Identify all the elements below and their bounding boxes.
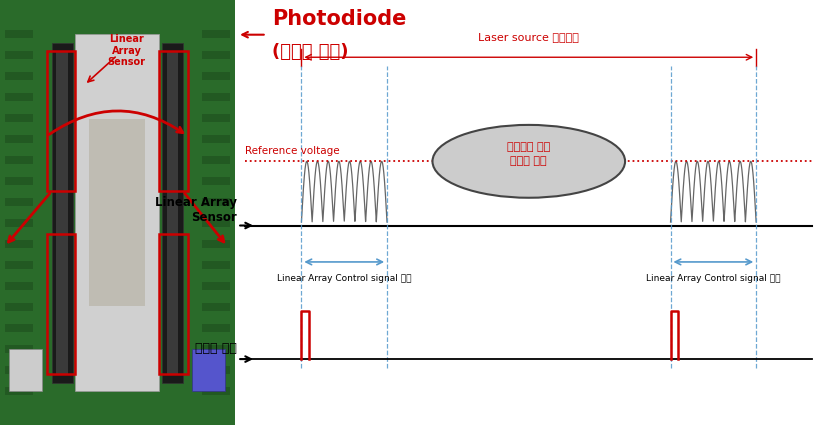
Bar xyxy=(202,198,230,206)
Bar xyxy=(5,366,33,374)
Text: Reference voltage: Reference voltage xyxy=(245,146,340,156)
Ellipse shape xyxy=(433,125,625,198)
Bar xyxy=(202,282,230,290)
Text: (동기화 신호): (동기화 신호) xyxy=(272,43,348,61)
Bar xyxy=(202,177,230,185)
Bar xyxy=(5,51,33,59)
Text: Linear Array
Sensor: Linear Array Sensor xyxy=(156,196,237,224)
Text: Linear Array Control signal 발생: Linear Array Control signal 발생 xyxy=(646,274,780,283)
Bar xyxy=(47,51,75,191)
Text: Linear Array Control signal 발생: Linear Array Control signal 발생 xyxy=(277,274,412,283)
Bar xyxy=(5,387,33,395)
Bar xyxy=(89,119,146,306)
Bar xyxy=(5,114,33,122)
Bar xyxy=(202,324,230,332)
Bar xyxy=(52,42,72,382)
Bar xyxy=(5,261,33,269)
Text: 동기화 신호: 동기화 신호 xyxy=(195,342,237,355)
Bar xyxy=(202,345,230,353)
Bar xyxy=(202,261,230,269)
Text: 노출하지 않음
노이즈 없음: 노출하지 않음 노이즈 없음 xyxy=(507,142,551,167)
Bar xyxy=(56,51,68,374)
Bar xyxy=(5,219,33,227)
Bar xyxy=(5,282,33,290)
Bar xyxy=(202,72,230,80)
Bar xyxy=(202,387,230,395)
Bar xyxy=(160,234,188,374)
Bar xyxy=(5,240,33,248)
Bar xyxy=(5,324,33,332)
Bar xyxy=(5,30,33,38)
Bar xyxy=(193,348,226,391)
Bar xyxy=(9,348,42,391)
Text: Linear
Array
Sensor: Linear Array Sensor xyxy=(108,34,146,67)
Bar xyxy=(202,219,230,227)
Bar xyxy=(202,93,230,101)
Bar xyxy=(5,93,33,101)
Bar xyxy=(5,135,33,143)
Bar xyxy=(5,303,33,311)
Bar xyxy=(202,240,230,248)
Bar xyxy=(166,51,179,374)
Bar xyxy=(202,51,230,59)
Bar xyxy=(5,198,33,206)
Bar xyxy=(5,156,33,164)
Bar xyxy=(202,135,230,143)
Bar xyxy=(202,303,230,311)
Bar xyxy=(202,114,230,122)
Bar xyxy=(202,30,230,38)
Bar xyxy=(5,345,33,353)
Text: Laser source 회전주기: Laser source 회전주기 xyxy=(478,31,579,42)
Bar xyxy=(75,34,160,391)
Bar xyxy=(5,177,33,185)
Text: Photodiode: Photodiode xyxy=(272,8,407,28)
Bar xyxy=(202,156,230,164)
Bar xyxy=(47,234,75,374)
Bar xyxy=(202,366,230,374)
Bar xyxy=(5,72,33,80)
Bar xyxy=(162,42,183,382)
Bar xyxy=(160,51,188,191)
